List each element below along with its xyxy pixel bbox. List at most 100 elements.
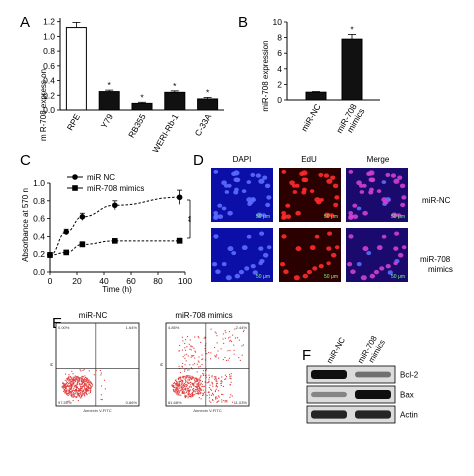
x-tick-label: C-33A — [193, 112, 214, 138]
panel-c-axes: 0.0 0.2 0.4 0.6 0.8 1.0 0 20 40 60 80 100 — [33, 178, 192, 286]
band — [355, 371, 391, 378]
quadrant-lr: 0.86% — [126, 400, 138, 405]
axis-y-label: PI — [49, 363, 54, 367]
panel-c-sig-mark: ** — [187, 216, 196, 222]
y-tick-label: 6 — [277, 48, 282, 58]
tile-edu-row-1: 50 μm — [279, 168, 341, 222]
panel-c-label: C — [20, 152, 31, 169]
tile-edu-row-2: 50 μm — [279, 228, 341, 282]
panel-f-western-blot: Bcl-2 Bax Actin — [306, 365, 419, 424]
data-point — [112, 202, 118, 209]
axis-y-label: PI — [159, 363, 164, 367]
axis-x-label: Annexin V-FITC — [193, 408, 221, 413]
quadrant-lr: 11.03% — [234, 400, 248, 405]
quadrant-ur: 1.64% — [126, 325, 138, 330]
band — [355, 410, 391, 419]
panel-e-title-mimics: miR-708 mimics — [175, 311, 232, 320]
panel-d-col-edu: EdU — [301, 155, 317, 164]
y-tick-label: 10 — [273, 17, 283, 27]
band — [355, 390, 391, 399]
y-tick-label: 8 — [277, 33, 282, 43]
y-tick-label: 0.4 — [43, 76, 55, 86]
y-tick-label: 0.0 — [43, 105, 55, 115]
y-tick-label: 0.4 — [33, 231, 45, 241]
blot-row-bcl-2: Bcl-2 — [306, 365, 419, 384]
panel-d-col-dapi: DAPI — [233, 155, 252, 164]
panel-f-col-nc: miR-NC — [325, 336, 347, 365]
quadrant-ll: 81.68% — [168, 400, 182, 405]
panel-b-ylabel: miR-708 expression — [261, 40, 270, 111]
y-tick-label: 4 — [277, 64, 282, 74]
data-point — [79, 241, 86, 248]
quadrant-ul: 0.00% — [58, 325, 70, 330]
x-tick-label: 0 — [48, 276, 53, 286]
flow-plot-2: 4.85% 2.44% 81.68% 11.03% Annexin V-FITC PI — [159, 322, 250, 413]
bar — [197, 98, 219, 111]
x-tick-label: RPE — [65, 112, 83, 132]
panel-e-flow-plots: 0.00% 1.64%97.50% 0.86%Annexin V-FITCPI4.8… — [49, 322, 250, 413]
y-tick-label: 1.0 — [33, 178, 45, 188]
significance-star: * — [173, 81, 177, 91]
x-tick-label: WERI-Rb-1 — [150, 112, 181, 155]
panel-c-ylabel: Absorbance at 570 n — [21, 188, 30, 262]
data-point — [176, 194, 183, 201]
y-tick-label: 0.8 — [33, 196, 45, 206]
scale-bar-label: 50 μm — [256, 214, 270, 220]
band — [311, 370, 347, 379]
x-tick-label: miR-708mimics — [334, 102, 367, 140]
band — [311, 391, 347, 398]
band-label: Actin — [400, 411, 418, 420]
panel-a-label: A — [20, 14, 30, 31]
tile-dapi-row-2: 50 μm — [211, 228, 273, 282]
y-tick-label: 0.0 — [33, 267, 45, 277]
x-tick-label: Y79 — [99, 112, 115, 130]
panel-a-bars: RPE * Y79 * RB355 * WERI-Rb-1 * C-33A — [65, 22, 219, 155]
data-point — [63, 249, 69, 256]
quadrant-ul: 4.85% — [168, 325, 180, 330]
panel-d-tiles: 50 μm 50 μm 50 μm 50 μm 50 μm 50 μm — [211, 168, 408, 282]
panel-d-col-merge: Merge — [367, 155, 390, 164]
scale-bar-label: 50 μm — [324, 214, 338, 220]
y-tick-label: 0.2 — [43, 90, 55, 100]
panel-b-axes: 0 2 4 6 8 10 — [273, 17, 380, 105]
panel-b-bars: miR-NC * miR-708mimics — [299, 24, 367, 140]
panel-c: C Absorbance at 570 n Time (h) 0.0 0.2 0.4… — [20, 152, 196, 294]
panel-b-label: B — [238, 14, 248, 31]
panel-e: E miR-NC miR-708 mimics 0.00%1.64%97.50%… — [49, 311, 250, 413]
bar — [131, 102, 153, 111]
significance-star: * — [140, 92, 144, 102]
x-tick-label: RB355 — [126, 112, 148, 140]
x-tick-label: 60 — [126, 276, 136, 286]
panel-f-col-mimics: miR-708 mimics — [356, 332, 388, 369]
panel-c-significance: ** — [187, 199, 196, 239]
panel-f: F miR-NC miR-708 mimics Bcl-2 Bax Actin — [302, 332, 419, 424]
x-tick-label: 80 — [153, 276, 163, 286]
panel-d-row-mimics: miR-708 mimics — [420, 255, 453, 274]
blot-row-bax: Bax — [306, 385, 414, 404]
y-tick-label: 0.8 — [43, 46, 55, 56]
panel-a: A m R-708 express on 0.0 0.2 0.4 0.6 0.8 1.0 1… — [20, 14, 224, 155]
band-label: Bcl-2 — [400, 371, 419, 380]
y-tick-label: 1.2 — [43, 17, 55, 27]
significance-star: * — [206, 87, 210, 97]
y-tick-label: 0.6 — [43, 61, 55, 71]
quadrant-ur: 2.44% — [236, 325, 248, 330]
panel-f-label: F — [302, 347, 311, 364]
y-tick-label: 0.6 — [33, 214, 45, 224]
scale-bar-label: 50 μm — [391, 274, 405, 280]
data-point — [79, 214, 86, 220]
x-tick-label: 20 — [72, 276, 82, 286]
y-tick-label: 1.0 — [43, 31, 55, 41]
scale-bar-label: 50 μm — [391, 214, 405, 220]
bar — [65, 27, 87, 111]
axis-x-label: Annexin V-FITC — [83, 408, 111, 413]
x-tick-label: miR-NC — [299, 102, 323, 133]
legend-series-2: miR-708 mimics — [87, 184, 144, 193]
data-point — [63, 229, 69, 235]
panel-e-title-nc: miR-NC — [79, 311, 108, 320]
panel-a-axes: 0.0 0.2 0.4 0.6 0.8 1.0 1.2 — [43, 17, 224, 115]
blot-row-actin: Actin — [306, 405, 418, 424]
data-point — [47, 252, 53, 258]
